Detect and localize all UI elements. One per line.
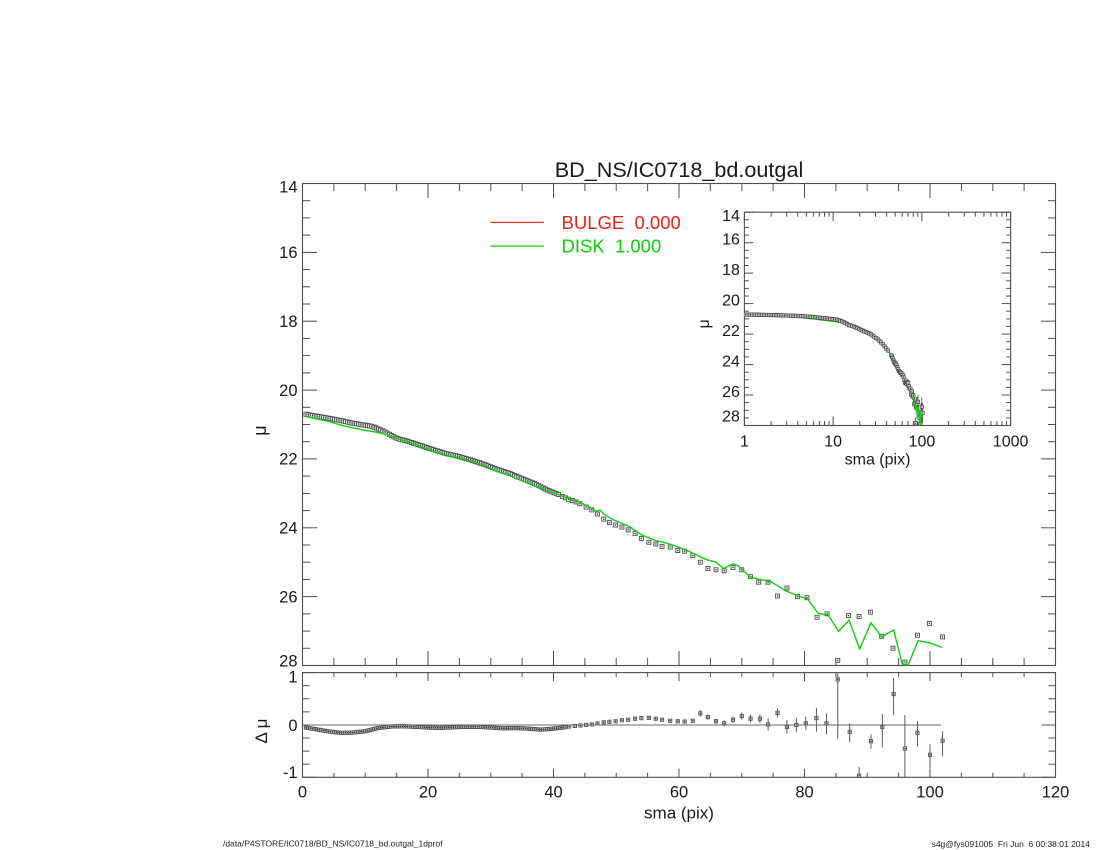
svg-text:0: 0 (288, 717, 297, 735)
svg-text:24: 24 (279, 520, 297, 538)
svg-text:μ: μ (250, 425, 270, 435)
svg-text:BULGE 0.000: BULGE 0.000 (562, 212, 681, 233)
svg-text:28: 28 (279, 653, 297, 671)
svg-text:22: 22 (722, 323, 740, 340)
svg-text:20: 20 (419, 784, 437, 802)
svg-text:BD_NS/IC0718_bd.outgal: BD_NS/IC0718_bd.outgal (555, 157, 804, 182)
svg-text:80: 80 (795, 784, 813, 802)
svg-text:Δ μ: Δ μ (252, 719, 271, 744)
svg-text:10: 10 (824, 434, 842, 451)
svg-text:26: 26 (722, 384, 740, 401)
svg-text:1: 1 (288, 669, 297, 687)
svg-text:1000: 1000 (993, 434, 1029, 451)
svg-text:18: 18 (722, 262, 740, 279)
svg-text:0: 0 (298, 784, 307, 802)
svg-text:16: 16 (279, 244, 297, 262)
svg-text:28: 28 (722, 408, 740, 425)
svg-text:1: 1 (740, 434, 749, 451)
svg-text:100: 100 (916, 784, 944, 802)
svg-text:16: 16 (722, 232, 740, 249)
svg-text:DISK 1.000: DISK 1.000 (562, 236, 662, 257)
svg-text:40: 40 (544, 784, 562, 802)
svg-text:sma (pix): sma (pix) (845, 452, 911, 469)
svg-text:20: 20 (722, 293, 740, 310)
svg-text:60: 60 (670, 784, 688, 802)
svg-text:sma (pix): sma (pix) (644, 804, 714, 823)
svg-text:18: 18 (279, 313, 297, 331)
svg-text:22: 22 (279, 451, 297, 469)
svg-text:26: 26 (279, 588, 297, 606)
svg-text:μ: μ (696, 319, 713, 328)
svg-text:20: 20 (279, 382, 297, 400)
svg-text:120: 120 (1042, 784, 1070, 802)
svg-text:-1: -1 (283, 764, 298, 782)
svg-text:14: 14 (279, 179, 297, 197)
svg-text:100: 100 (909, 434, 936, 451)
svg-text:/data/P4STORE/IC0718/BD_NS/IC0: /data/P4STORE/IC0718/BD_NS/IC0718_bd.out… (223, 839, 443, 849)
svg-text:14: 14 (722, 208, 740, 225)
svg-text:s4g@fys091005 Fri Jun 6 00:3: s4g@fys091005 Fri Jun 6 00:38:01 2014 (932, 839, 1091, 849)
svg-text:24: 24 (722, 354, 740, 371)
